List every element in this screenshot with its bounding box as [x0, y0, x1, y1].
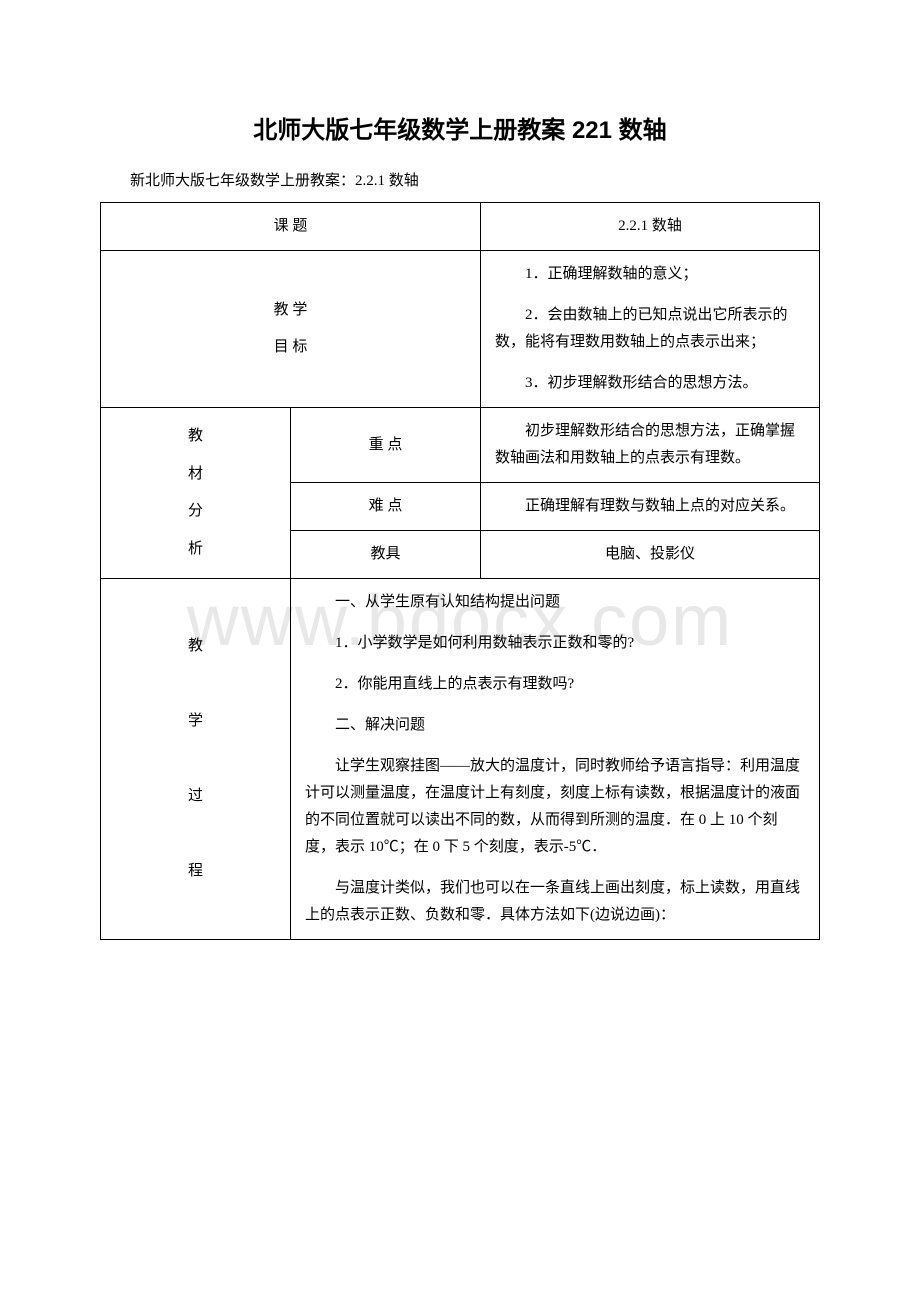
table-row: 教 学 目 标 1．正确理解数轴的意义； 2．会由数轴上的已知点说出它所表示的数… — [101, 251, 820, 408]
process-label-cell: 教 学 过 程 — [101, 579, 291, 940]
keypoint-label-cell: 重 点 — [291, 408, 481, 483]
material-label-line: 析 — [115, 531, 276, 569]
objective-item: 2．会由数轴上的已知点说出它所表示的数，能将有理数用数轴上的点表示出来； — [495, 302, 805, 356]
difficulty-value-cell: 正确理解有理数与数轴上点的对应关系。 — [481, 483, 820, 531]
keypoint-value-cell: 初步理解数形结合的思想方法，正确掌握数轴画法和用数轴上的点表示有理数。 — [481, 408, 820, 483]
process-label-line: 过 — [115, 759, 276, 834]
objectives-label-line2: 目 标 — [115, 329, 466, 367]
process-label-line: 程 — [115, 834, 276, 909]
process-paragraph: 与温度计类似，我们也可以在一条直线上画出刻度，标上读数，用直线上的点表示正数、负… — [305, 875, 805, 929]
process-paragraph: 2．你能用直线上的点表示有理数吗? — [305, 671, 805, 698]
material-label-cell: 教 材 分 析 — [101, 408, 291, 579]
difficulty-label-cell: 难 点 — [291, 483, 481, 531]
document-content: 北师大版七年级数学上册教案 221 数轴 新北师大版七年级数学上册教案：2.2.… — [100, 110, 820, 940]
objectives-value-cell: 1．正确理解数轴的意义； 2．会由数轴上的已知点说出它所表示的数，能将有理数用数… — [481, 251, 820, 408]
lesson-plan-table: 课 题 2.2.1 数轴 教 学 目 标 1．正确理解数轴的意义； 2．会由数轴… — [100, 202, 820, 940]
objective-item: 1．正确理解数轴的意义； — [495, 261, 805, 288]
material-label-line: 教 — [115, 418, 276, 456]
topic-value-cell: 2.2.1 数轴 — [481, 203, 820, 251]
material-label-line: 材 — [115, 456, 276, 494]
process-paragraph: 二、解决问题 — [305, 712, 805, 739]
table-row: 课 题 2.2.1 数轴 — [101, 203, 820, 251]
tools-value-cell: 电脑、投影仪 — [481, 531, 820, 579]
objectives-label-cell: 教 学 目 标 — [101, 251, 481, 408]
process-content-cell: 一、从学生原有认知结构提出问题 1．小学数学是如何利用数轴表示正数和零的? 2．… — [291, 579, 820, 940]
tools-label-cell: 教具 — [291, 531, 481, 579]
process-label-line: 学 — [115, 684, 276, 759]
process-label-line: 教 — [115, 609, 276, 684]
process-paragraph: 1．小学数学是如何利用数轴表示正数和零的? — [305, 630, 805, 657]
table-row: 教 学 过 程 一、从学生原有认知结构提出问题 1．小学数学是如何利用数轴表示正… — [101, 579, 820, 940]
objectives-label-line1: 教 学 — [115, 292, 466, 330]
process-paragraph: 一、从学生原有认知结构提出问题 — [305, 589, 805, 616]
process-paragraph: 让学生观察挂图——放大的温度计，同时教师给予语言指导：利用温度计可以测量温度，在… — [305, 753, 805, 861]
topic-label-cell: 课 题 — [101, 203, 481, 251]
table-row: 教 材 分 析 重 点 初步理解数形结合的思想方法，正确掌握数轴画法和用数轴上的… — [101, 408, 820, 483]
document-title: 北师大版七年级数学上册教案 221 数轴 — [100, 110, 820, 145]
document-subtitle: 新北师大版七年级数学上册教案：2.2.1 数轴 — [100, 169, 820, 190]
material-label-line: 分 — [115, 493, 276, 531]
objective-item: 3．初步理解数形结合的思想方法。 — [495, 370, 805, 397]
